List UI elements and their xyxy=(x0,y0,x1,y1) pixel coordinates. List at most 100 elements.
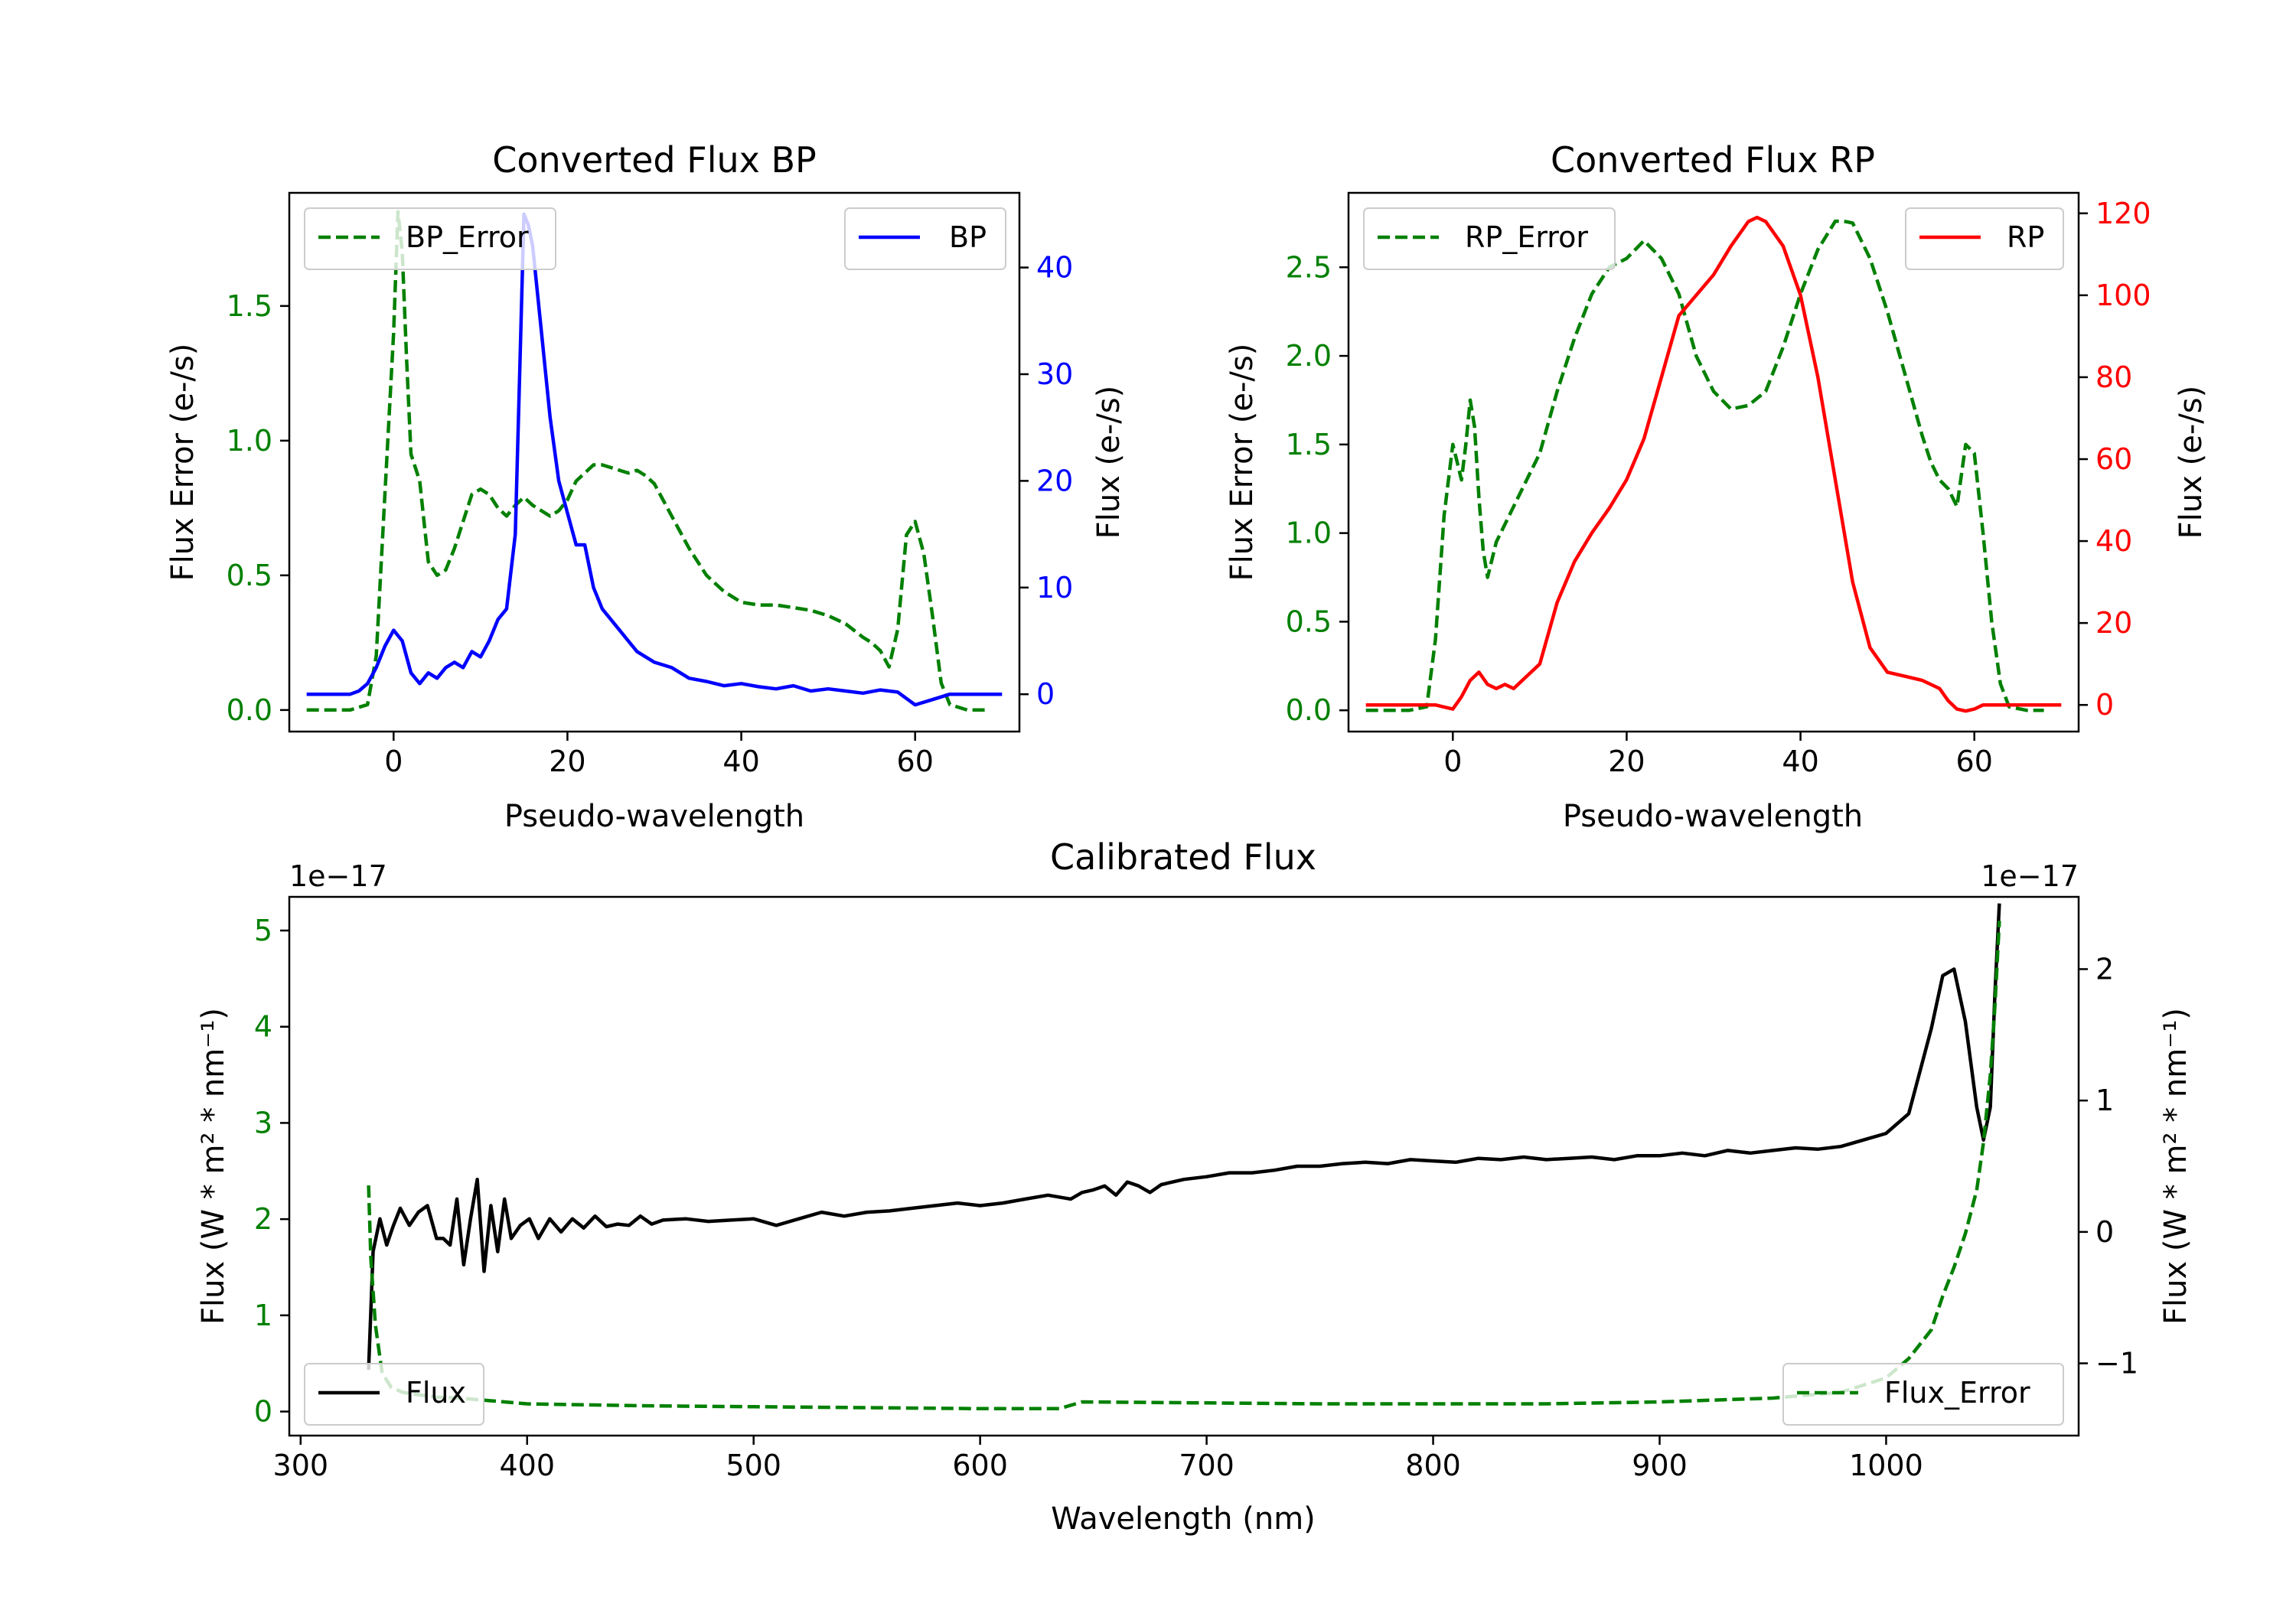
series-line-flux-error xyxy=(367,921,2001,1411)
y-tick-label-right: 40 xyxy=(2095,524,2132,558)
y-tick-label-left: 2.5 xyxy=(1286,250,1332,284)
legend-box xyxy=(1782,1363,2064,1426)
y-tick-label-right: 80 xyxy=(2095,360,2132,394)
x-tick-label: 0 xyxy=(384,745,403,778)
y-axis-label-right: Flux (W * m² * nm⁻¹) xyxy=(2158,1008,2193,1325)
y-tick-label-right: 100 xyxy=(2095,279,2151,312)
y-tick-label-right: 1 xyxy=(2095,1084,2114,1117)
x-tick-label: 600 xyxy=(952,1449,1008,1482)
y-tick-label-left: 0.0 xyxy=(1286,693,1332,727)
legend-box xyxy=(844,207,1006,270)
plot-frame xyxy=(288,191,1021,733)
plot-area xyxy=(306,210,1003,712)
plot-area xyxy=(367,903,2001,1411)
x-tick-label: 40 xyxy=(1782,745,1818,778)
y-tick-label-left: 1 xyxy=(254,1299,272,1332)
plot-frame xyxy=(288,895,2080,1437)
y-tick-label-left: 5 xyxy=(254,914,272,947)
chart-calibrated: Calibrated Flux 300 400 500 600 700 800 900 100… xyxy=(196,836,2193,1537)
y-tick-label-right: 2 xyxy=(2095,952,2114,986)
series-line-rp xyxy=(1365,215,2062,713)
y-tick-label-left: 1.5 xyxy=(1286,428,1332,461)
legend-left: Flux xyxy=(304,1363,484,1426)
x-axis-label: Pseudo-wavelength xyxy=(1563,799,1863,834)
y-tick-label-right: 0 xyxy=(2095,1215,2114,1249)
legend-box xyxy=(1905,207,2064,270)
x-tick-label: 20 xyxy=(1608,745,1645,778)
legend-label-bp: BP xyxy=(949,220,987,254)
series-line-rp-error xyxy=(1365,219,2044,712)
offset-label-left: 1e−17 xyxy=(289,859,387,893)
y-tick-label-right: 30 xyxy=(1036,357,1073,391)
legend-label-rp-error: RP_Error xyxy=(1465,220,1588,254)
legend-right: RP xyxy=(1905,207,2064,270)
legend-left: BP_Error xyxy=(304,207,556,270)
legend-box xyxy=(1363,207,1616,270)
y-tick-label-left: 1.5 xyxy=(227,289,272,323)
series-line-bp-error xyxy=(306,210,985,712)
tick-group: 300 400 500 600 700 800 900 1000 0 1 2 3 4 5 −1 0 1 2 xyxy=(254,914,2138,1482)
x-tick-label: 900 xyxy=(1632,1449,1688,1482)
series-group xyxy=(1365,215,2062,713)
legend-right: BP xyxy=(844,207,1006,270)
y-tick-label-right: −1 xyxy=(2095,1347,2138,1380)
x-axis-label: Pseudo-wavelength xyxy=(504,799,804,834)
legend-box xyxy=(304,1363,484,1426)
y-axis-label-left: Flux Error (e-/s) xyxy=(1225,344,1260,582)
x-tick-label: 1000 xyxy=(1849,1449,1923,1482)
y-tick-label-right: 20 xyxy=(2095,606,2132,640)
x-tick-label: 300 xyxy=(273,1449,329,1482)
tick-group: 0 20 40 60 0.0 0.5 1.0 1.5 0 10 20 30 40 xyxy=(227,251,1074,778)
legend-label-rp: RP xyxy=(2007,220,2044,254)
x-tick-label: 800 xyxy=(1405,1449,1461,1482)
legend-label-bp-error: BP_Error xyxy=(406,220,529,254)
y-tick-label-left: 0.5 xyxy=(227,559,272,592)
y-tick-label-left: 0 xyxy=(254,1395,272,1429)
x-tick-label: 0 xyxy=(1443,745,1462,778)
x-tick-label: 500 xyxy=(726,1449,781,1482)
legend-left: RP_Error xyxy=(1363,207,1616,270)
series-group xyxy=(367,903,2001,1411)
chart-title: Calibrated Flux xyxy=(1050,836,1316,878)
y-tick-label-right: 40 xyxy=(1036,251,1073,285)
x-tick-label: 400 xyxy=(499,1449,555,1482)
x-tick-label: 60 xyxy=(1956,745,1993,778)
y-tick-label-left: 2 xyxy=(254,1202,272,1236)
y-tick-label-left: 3 xyxy=(254,1106,272,1139)
legend-label-flux: Flux xyxy=(406,1376,466,1410)
y-axis-label-left: Flux (W * m² * nm⁻¹) xyxy=(196,1008,231,1325)
chart-title: Converted Flux BP xyxy=(492,139,817,181)
x-tick-label: 20 xyxy=(549,745,585,778)
series-group xyxy=(306,210,1003,712)
legend-box xyxy=(304,207,556,270)
offset-label-right: 1e−17 xyxy=(1981,859,2079,893)
chart-rp: Converted Flux RP 0 20 40 60 0.0 0.5 1.0 1.5 2.0… xyxy=(1225,139,2209,834)
tick-group: 0 20 40 60 0.0 0.5 1.0 1.5 2.0 2.5 0 20 40 60 80 100 120 xyxy=(1286,197,2151,778)
series-line-bp xyxy=(306,212,1003,707)
plot-frame xyxy=(1347,191,2080,733)
y-tick-label-right: 0 xyxy=(1036,677,1055,711)
y-tick-label-left: 0.5 xyxy=(1286,605,1332,638)
y-tick-label-left: 1.0 xyxy=(1286,517,1332,550)
y-tick-label-left: 0.0 xyxy=(227,693,272,727)
x-tick-label: 40 xyxy=(722,745,759,778)
y-tick-label-right: 60 xyxy=(2095,442,2132,476)
plot-area xyxy=(1365,215,2062,713)
y-axis-label-left: Flux Error (e-/s) xyxy=(165,344,201,582)
series-line-flux xyxy=(367,903,2001,1371)
chart-bp: Converted Flux BP 0 20 40 60 0.0 0.5 1.0 1.5 0 10… xyxy=(165,139,1127,834)
y-tick-label-left: 4 xyxy=(254,1010,272,1044)
legend-right: Flux_Error xyxy=(1782,1363,2064,1426)
legend-label-flux-error: Flux_Error xyxy=(1884,1376,2030,1410)
x-tick-label: 700 xyxy=(1179,1449,1234,1482)
y-axis-label-right: Flux (e-/s) xyxy=(2174,386,2209,539)
x-tick-label: 60 xyxy=(897,745,934,778)
y-axis-label-right: Flux (e-/s) xyxy=(1091,386,1127,539)
y-tick-label-right: 20 xyxy=(1036,464,1073,497)
y-tick-label-right: 120 xyxy=(2095,197,2151,230)
x-axis-label: Wavelength (nm) xyxy=(1051,1501,1316,1537)
y-tick-label-right: 0 xyxy=(2095,688,2114,722)
y-tick-label-left: 2.0 xyxy=(1286,339,1332,373)
y-tick-label-right: 10 xyxy=(1036,571,1073,605)
